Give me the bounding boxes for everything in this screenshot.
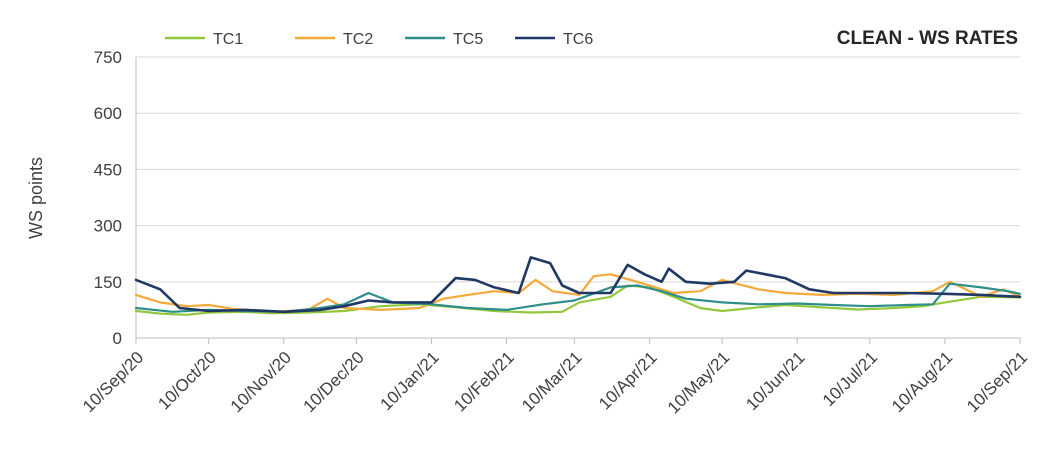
series-lines (134, 256, 1022, 316)
legend-label-tc5: TC5 (453, 31, 483, 48)
y-tick-label: 300 (94, 217, 122, 236)
x-tick-label: 10/Feb/21 (450, 348, 518, 416)
x-tick-label: 10/Jun/21 (742, 348, 808, 414)
legend-label-tc1: TC1 (213, 31, 243, 48)
x-tick-label: 10/Dec/20 (299, 348, 367, 416)
x-tick-label: 10/Apr/21 (595, 348, 661, 414)
y-tick-labels: 0 150 300 450 600 750 (94, 48, 122, 348)
y-tick-label: 150 (94, 273, 122, 292)
y-tick-label: 450 (94, 160, 122, 179)
legend-label-tc2: TC2 (343, 31, 373, 48)
x-tick-label: 10/Mar/21 (518, 348, 586, 416)
x-tick-label: 10/Jan/21 (377, 348, 443, 414)
series-line-tc6 (134, 256, 1022, 314)
series-line-tc1 (134, 284, 1022, 316)
y-tick-label: 600 (94, 104, 122, 123)
x-tick-label: 10/Oct/20 (154, 348, 220, 414)
y-tick-label: 750 (94, 48, 122, 67)
x-tick-labels: 10/Sep/20 10/Oct/20 10/Nov/20 10/Dec/20 10/J… (79, 338, 1031, 417)
x-tick-label: 10/Nov/20 (227, 348, 295, 416)
x-tick-label: 10/Sep/21 (963, 348, 1031, 416)
gridlines (136, 56, 1020, 283)
x-tick-label: 10/Jul/21 (819, 348, 881, 410)
legend: TC1 TC2 TC5 TC6 (165, 31, 593, 48)
axes (135, 57, 1020, 339)
chart-title: CLEAN - WS RATES (837, 28, 1018, 49)
legend-label-tc6: TC6 (563, 31, 593, 48)
y-axis-label: WS points (26, 157, 46, 239)
x-tick-label: 10/Aug/21 (888, 348, 956, 416)
x-tick-label: 10/Sep/20 (79, 348, 147, 416)
y-tick-label: 0 (113, 329, 122, 348)
x-tick-label: 10/May/21 (664, 348, 734, 418)
